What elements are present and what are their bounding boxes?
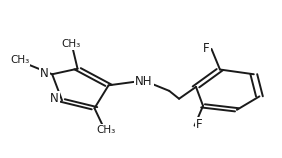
Text: N: N [50,92,59,105]
Text: CH₃: CH₃ [10,55,29,65]
Text: F: F [196,118,203,131]
Text: F: F [203,42,210,55]
Text: CH₃: CH₃ [96,125,115,135]
Text: NH: NH [135,75,153,88]
Text: N: N [40,67,49,80]
Text: CH₃: CH₃ [61,39,80,49]
